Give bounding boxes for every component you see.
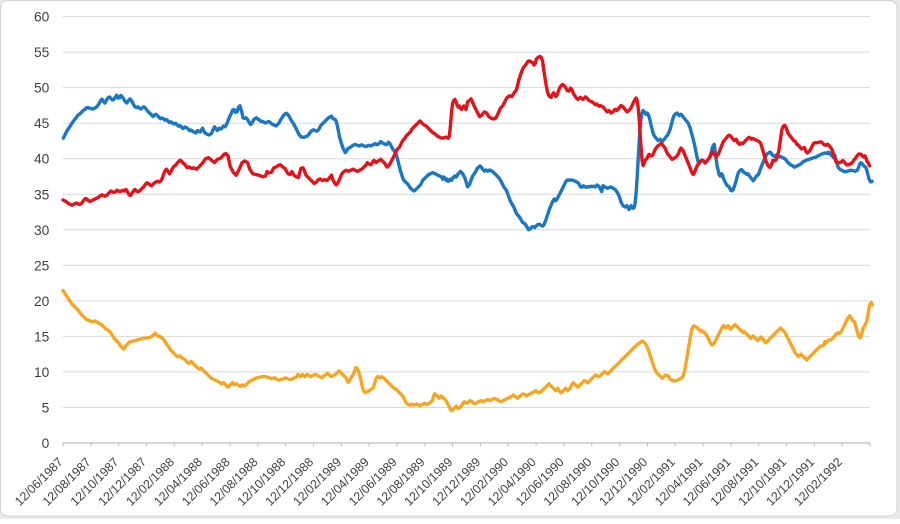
svg-text:20: 20 [34, 294, 50, 309]
svg-text:60: 60 [34, 10, 50, 25]
svg-text:0: 0 [42, 436, 50, 451]
svg-text:40: 40 [34, 152, 50, 167]
svg-text:5: 5 [42, 401, 50, 416]
svg-text:15: 15 [34, 329, 50, 344]
svg-text:10: 10 [34, 365, 50, 380]
svg-text:55: 55 [34, 45, 50, 60]
svg-text:30: 30 [34, 223, 50, 238]
svg-text:50: 50 [34, 81, 50, 96]
svg-text:45: 45 [34, 116, 50, 131]
svg-text:25: 25 [34, 258, 50, 273]
svg-text:35: 35 [34, 187, 50, 202]
